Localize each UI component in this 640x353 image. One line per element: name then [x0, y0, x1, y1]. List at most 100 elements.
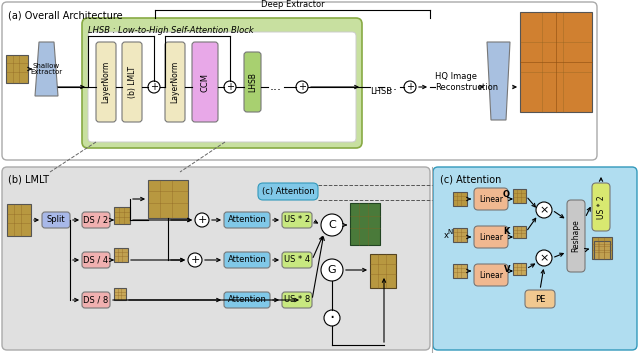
- Text: HQ Image
Reconstruction: HQ Image Reconstruction: [435, 72, 498, 92]
- Text: LHSB : Low-to-High Self-Attention Block: LHSB : Low-to-High Self-Attention Block: [88, 26, 253, 35]
- Text: V: V: [504, 265, 510, 275]
- Text: Deep Extractor: Deep Extractor: [260, 0, 324, 9]
- Text: ·: ·: [330, 309, 335, 327]
- Bar: [7, 204, 31, 236]
- FancyBboxPatch shape: [82, 252, 110, 268]
- Text: DS / 8: DS / 8: [83, 295, 109, 305]
- FancyBboxPatch shape: [592, 183, 610, 231]
- Text: C: C: [328, 220, 336, 230]
- FancyBboxPatch shape: [165, 42, 185, 122]
- FancyBboxPatch shape: [474, 264, 508, 286]
- Text: Attention: Attention: [228, 215, 266, 225]
- Text: DS / 2: DS / 2: [83, 215, 109, 225]
- Circle shape: [324, 310, 340, 326]
- Text: N: N: [447, 229, 452, 235]
- Text: +: +: [150, 82, 158, 92]
- Bar: [453, 264, 467, 278]
- FancyBboxPatch shape: [42, 212, 70, 228]
- Bar: [453, 192, 467, 206]
- FancyBboxPatch shape: [82, 212, 110, 228]
- Circle shape: [296, 81, 308, 93]
- Text: Linear: Linear: [479, 233, 503, 241]
- Text: (a) Overall Architecture: (a) Overall Architecture: [8, 10, 123, 20]
- Text: DS / 4: DS / 4: [83, 256, 109, 264]
- Bar: [592, 237, 612, 259]
- FancyBboxPatch shape: [224, 292, 270, 308]
- FancyBboxPatch shape: [88, 32, 356, 142]
- Text: CCM: CCM: [200, 72, 209, 91]
- FancyBboxPatch shape: [525, 290, 555, 308]
- Bar: [148, 180, 188, 218]
- Text: K: K: [504, 227, 510, 237]
- Circle shape: [536, 202, 552, 218]
- Text: x: x: [444, 231, 449, 239]
- Text: Q: Q: [503, 190, 510, 198]
- FancyBboxPatch shape: [258, 183, 318, 200]
- Text: (c) Attention: (c) Attention: [262, 187, 314, 196]
- Text: +: +: [298, 82, 306, 92]
- FancyBboxPatch shape: [2, 2, 597, 160]
- FancyBboxPatch shape: [282, 212, 312, 228]
- Text: LayerNorm: LayerNorm: [170, 61, 179, 103]
- Text: LHSB: LHSB: [248, 72, 257, 92]
- Text: US * 4: US * 4: [284, 256, 310, 264]
- Bar: [513, 263, 526, 275]
- Bar: [594, 241, 610, 259]
- Text: Attention: Attention: [228, 295, 266, 305]
- FancyBboxPatch shape: [567, 200, 585, 272]
- Circle shape: [188, 253, 202, 267]
- Text: Attention: Attention: [228, 256, 266, 264]
- Bar: [114, 207, 130, 224]
- FancyBboxPatch shape: [122, 42, 142, 122]
- Text: Linear: Linear: [479, 195, 503, 203]
- Text: +: +: [226, 82, 234, 92]
- Bar: [350, 203, 380, 245]
- Text: G: G: [328, 265, 336, 275]
- Text: Reshape: Reshape: [572, 220, 580, 252]
- Circle shape: [148, 81, 160, 93]
- Text: ×: ×: [540, 205, 548, 215]
- Text: (b) LMLT: (b) LMLT: [127, 66, 136, 98]
- FancyBboxPatch shape: [82, 18, 362, 148]
- Text: LayerNorm: LayerNorm: [102, 61, 111, 103]
- Text: US * 8: US * 8: [284, 295, 310, 305]
- Text: ...: ...: [270, 80, 282, 94]
- Text: LHSB: LHSB: [370, 86, 392, 96]
- Text: ×: ×: [540, 253, 548, 263]
- Circle shape: [195, 213, 209, 227]
- Polygon shape: [35, 42, 58, 96]
- FancyBboxPatch shape: [474, 226, 508, 248]
- Text: Linear: Linear: [479, 270, 503, 280]
- Circle shape: [224, 81, 236, 93]
- Text: +: +: [406, 82, 414, 92]
- Circle shape: [404, 81, 416, 93]
- FancyBboxPatch shape: [224, 212, 270, 228]
- FancyBboxPatch shape: [224, 252, 270, 268]
- FancyBboxPatch shape: [96, 42, 116, 122]
- Text: US * 2: US * 2: [596, 195, 605, 219]
- Bar: [520, 12, 592, 112]
- Circle shape: [536, 250, 552, 266]
- Text: PE: PE: [535, 294, 545, 304]
- FancyBboxPatch shape: [282, 252, 312, 268]
- Circle shape: [321, 214, 343, 236]
- Bar: [370, 254, 396, 288]
- FancyBboxPatch shape: [433, 167, 637, 350]
- Text: ...: ...: [386, 80, 398, 94]
- FancyBboxPatch shape: [244, 52, 261, 112]
- FancyBboxPatch shape: [82, 292, 110, 308]
- Bar: [513, 226, 526, 238]
- Text: +: +: [190, 255, 200, 265]
- Bar: [453, 228, 467, 242]
- Text: Shallow
Extractor: Shallow Extractor: [30, 62, 62, 76]
- Bar: [6, 55, 28, 83]
- FancyBboxPatch shape: [192, 42, 218, 122]
- Bar: [114, 288, 126, 300]
- Circle shape: [321, 259, 343, 281]
- Polygon shape: [487, 42, 510, 120]
- Text: US * 2: US * 2: [284, 215, 310, 225]
- Text: (c) Attention: (c) Attention: [440, 174, 501, 184]
- Text: (b) LMLT: (b) LMLT: [8, 174, 49, 184]
- FancyBboxPatch shape: [282, 292, 312, 308]
- Bar: [513, 189, 526, 203]
